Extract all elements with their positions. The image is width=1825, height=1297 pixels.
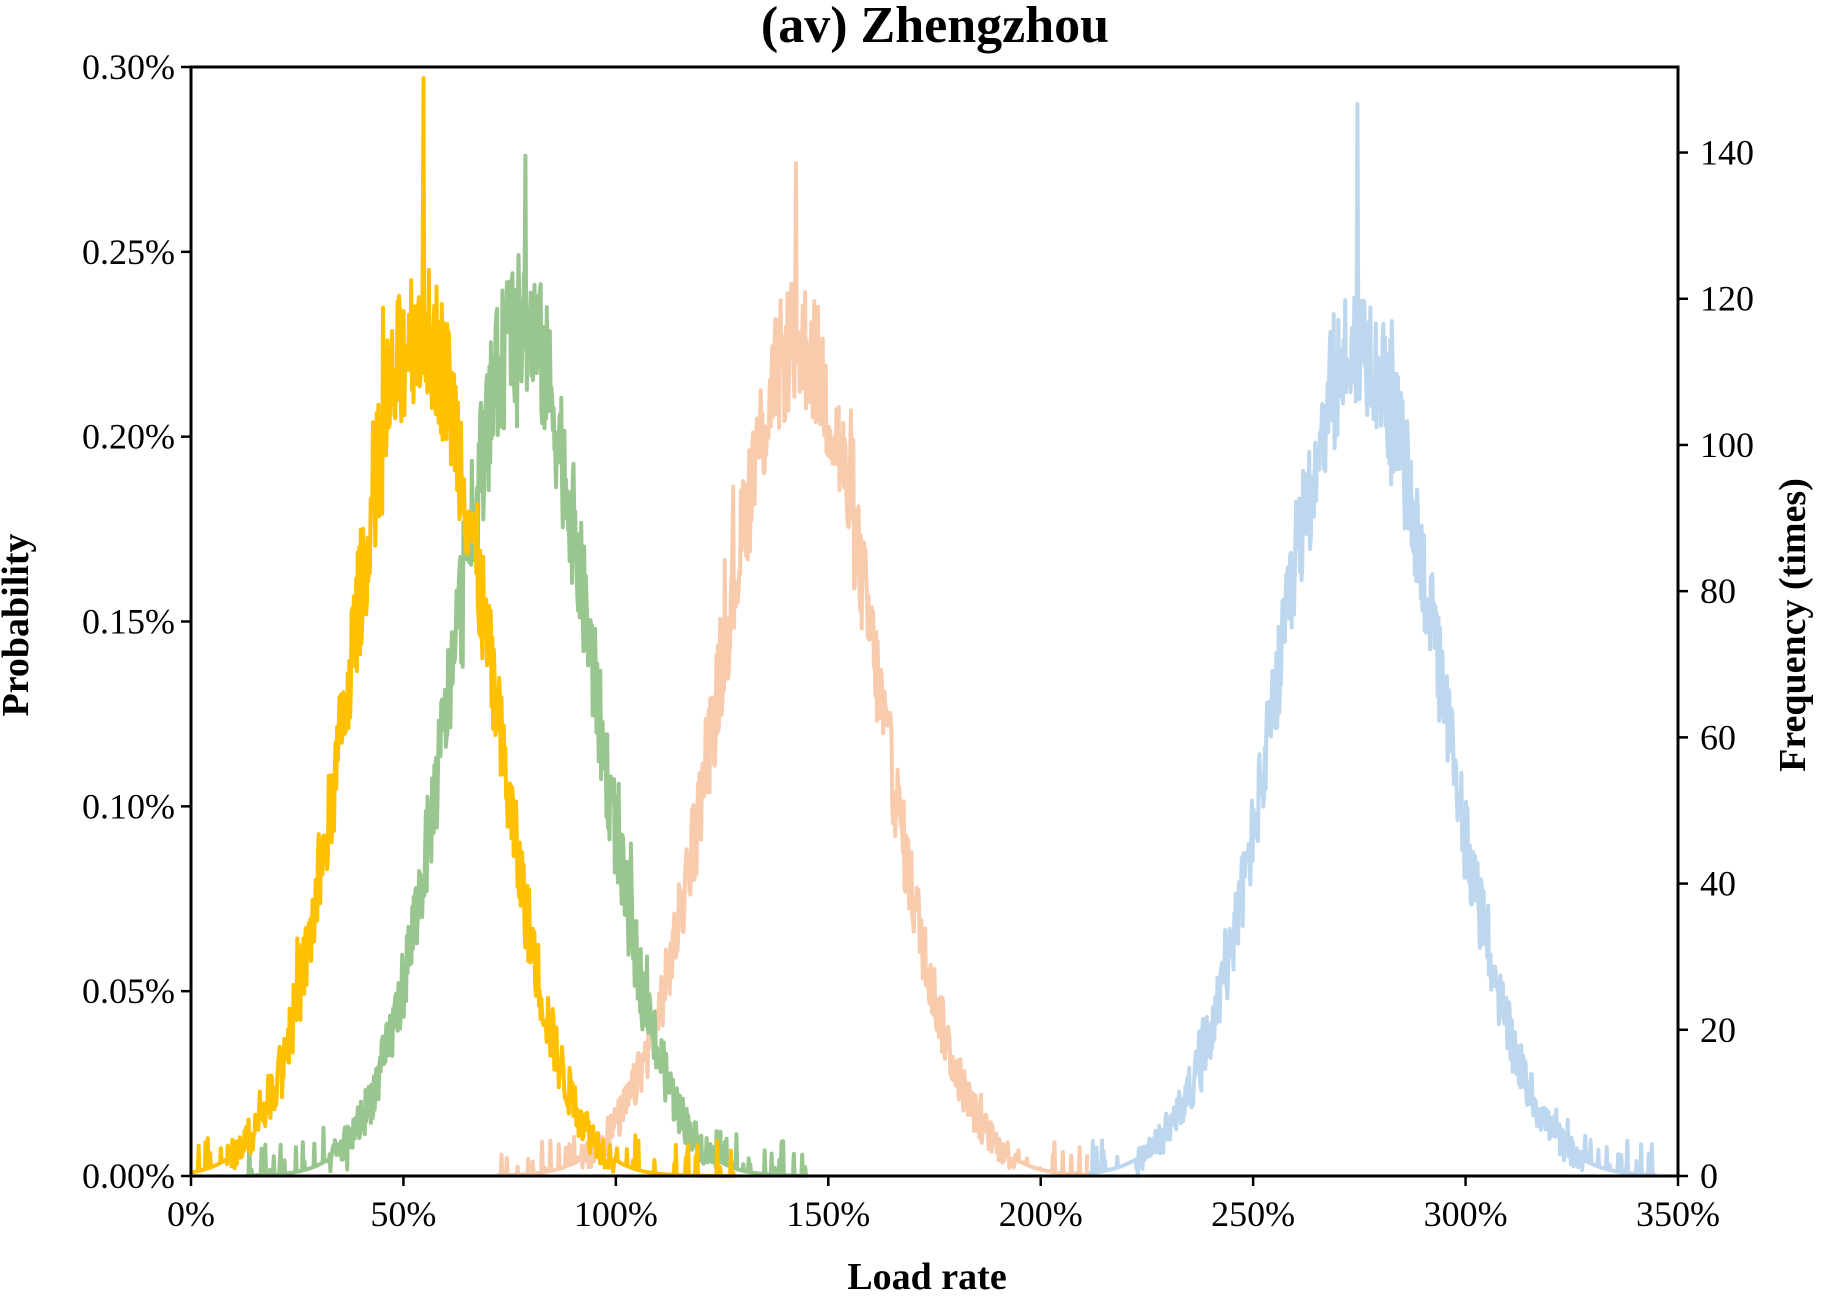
y-tick-label: 0.30%	[82, 47, 175, 87]
y-tick-label: 0.20%	[82, 417, 175, 457]
y-axis-right: 0 20 40 60 80 100 120 140	[1678, 133, 1754, 1196]
y2-tick-label: 40	[1700, 864, 1736, 904]
y-tick-label: 0.00%	[82, 1156, 175, 1196]
y2-tick-label: 80	[1700, 571, 1736, 611]
x-tick-label: 0%	[167, 1194, 215, 1234]
x-axis-title: Load rate	[847, 1256, 1006, 1297]
y-tick-label: 0.25%	[82, 232, 175, 272]
x-tick-label: 250%	[1211, 1194, 1295, 1234]
y2-axis-title: Frequency (times)	[1772, 478, 1814, 772]
x-tick-label: 150%	[786, 1194, 870, 1234]
x-tick-label: 200%	[999, 1194, 1083, 1234]
y-tick-label: 0.15%	[82, 602, 175, 642]
series-line-4	[189, 76, 736, 1178]
y-tick-label: 0.10%	[82, 786, 175, 826]
chart-title: (av) Zhengzhou	[761, 0, 1109, 54]
x-axis: 0% 50% 100% 150% 200% 250% 300% 350%	[167, 1176, 1720, 1234]
x-tick-label: 300%	[1424, 1194, 1508, 1234]
y-axis-title: Probability	[0, 534, 37, 717]
x-tick-label: 50%	[370, 1194, 436, 1234]
y2-tick-label: 20	[1700, 1010, 1736, 1050]
x-tick-label: 350%	[1636, 1194, 1720, 1234]
x-tick-label: 100%	[574, 1194, 658, 1234]
series-line-3	[245, 153, 808, 1178]
y-tick-label: 0.05%	[82, 971, 175, 1011]
y2-tick-label: 0	[1700, 1156, 1718, 1196]
y2-tick-label: 100	[1700, 425, 1754, 465]
series-layer	[189, 76, 1658, 1178]
y2-tick-label: 140	[1700, 133, 1754, 173]
y2-tick-label: 120	[1700, 279, 1754, 319]
series-line-1	[1086, 102, 1658, 1178]
y-axis-left: 0.00% 0.05% 0.10% 0.15% 0.20% 0.25% 0.30%	[82, 47, 191, 1196]
y2-tick-label: 60	[1700, 717, 1736, 757]
series-line-2	[495, 161, 1090, 1178]
